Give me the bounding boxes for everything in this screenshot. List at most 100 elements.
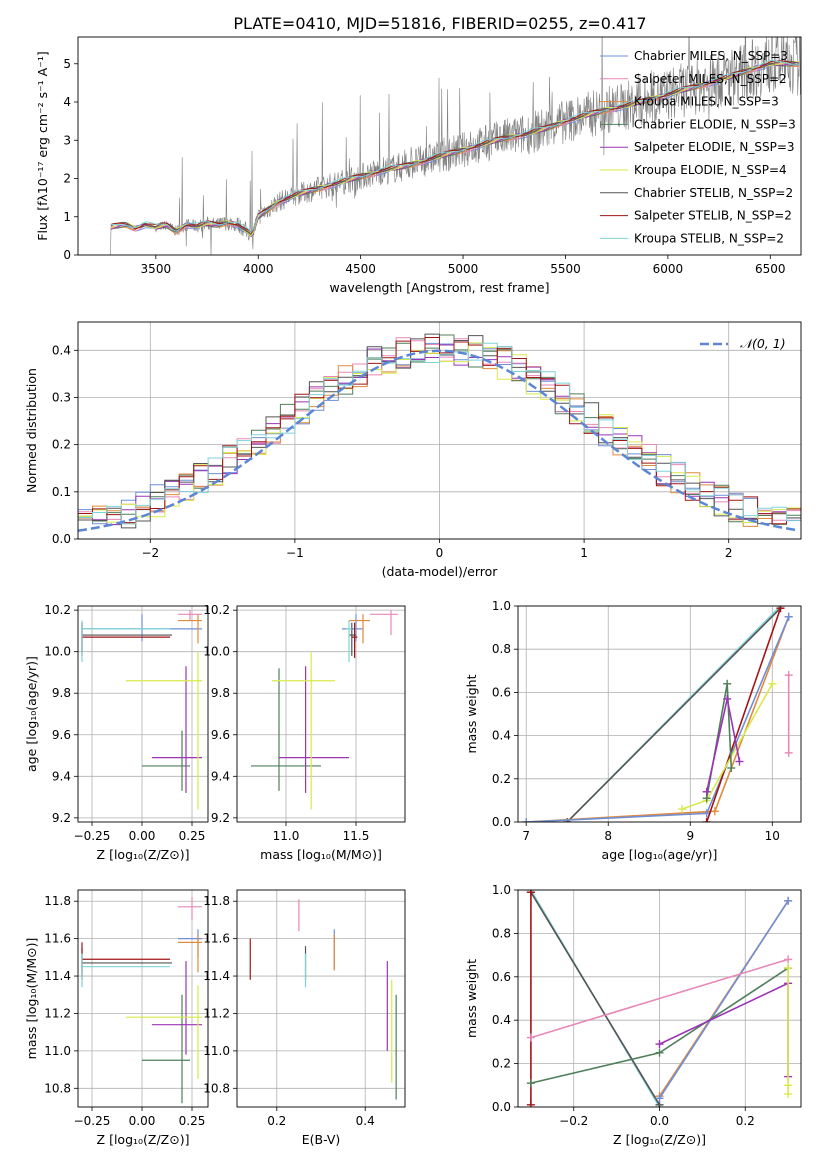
y-axis-label: mass [log₁₀(M/M⊙)] (24, 938, 39, 1060)
plot-area (108, 37, 801, 255)
legend-label-kroupa_stelib: Kroupa STELIB, N_SSP=2 (634, 231, 784, 245)
spectrum-model-line-salpeter_miles (110, 62, 800, 235)
legend-label-kroupa_elodie: Kroupa ELODIE, N_SSP=4 (634, 163, 787, 177)
y-tick-label: 10.0 (44, 645, 71, 659)
chart-age_vs_Z: −0.25 0.00 0.25 9.2 9.4 9.6 9.8 10.0 10.2 Z [log₁… (24, 603, 209, 862)
y-tick-label: 1 (63, 210, 71, 224)
y-tick-label: 1.0 (492, 883, 511, 897)
plot-area (526, 890, 793, 1107)
y-tick-label: 9.2 (52, 811, 71, 825)
y-tick-label: 10.2 (44, 603, 71, 617)
y-tick-label: 0.0 (492, 815, 511, 829)
plot-area (251, 610, 398, 810)
x-tick-label: 0.2 (736, 1114, 755, 1128)
plot-area (249, 899, 397, 1100)
chart-mass_vs_ebv: 0.2 0.4 10.8 11.0 11.2 11.4 11.6 11.8 E(B-V) (203, 889, 406, 1147)
x-axis-label: Z [log₁₀(Z/Z⊙)] (97, 1132, 190, 1147)
y-tick-label: 10.0 (203, 645, 230, 659)
y-axis-label: mass weight (464, 959, 479, 1038)
y-tick-label: 10.8 (44, 1081, 71, 1095)
y-tick-label: 11.4 (203, 969, 230, 983)
y-tick-label: 11.8 (203, 894, 230, 908)
mass-weight-line-chabrier_stelib (530, 891, 661, 1106)
x-tick-label: 0.25 (179, 829, 206, 843)
y-tick-label: 11.2 (44, 1006, 71, 1020)
x-tick-label: 4000 (243, 262, 274, 276)
y-tick-label: 0.1 (52, 485, 71, 499)
x-axis-label: age [log₁₀(age/yr)] (602, 847, 718, 862)
axes-frame (236, 889, 406, 1108)
y-tick-label: 9.6 (52, 728, 71, 742)
y-tick-label: 11.2 (203, 1006, 230, 1020)
mass-weight-line-chabrier_miles (658, 900, 789, 1099)
y-tick-label: 0.2 (52, 438, 71, 452)
chart-mass_weight_vs_age: 7 8 9 10 0.0 0.2 0.4 0.6 0.8 1.0 age [log₁₀(age/yr… (464, 599, 802, 862)
y-tick-label: 9.4 (52, 769, 71, 783)
x-tick-label: 0.2 (267, 1114, 286, 1128)
x-tick-label: 3500 (141, 262, 172, 276)
x-tick-label: 2 (725, 546, 733, 560)
chart-mass_vs_Z: −0.25 0.00 0.25 10.8 11.0 11.2 11.4 11.6 11.8 Z [… (24, 889, 209, 1147)
y-tick-label: 11.6 (203, 932, 230, 946)
x-tick-label: 7 (522, 829, 530, 843)
chart-age_vs_mass: 11.0 11.5 9.2 9.4 9.6 9.8 10.0 10.2 mass [log₁₀(… (203, 603, 406, 862)
x-tick-label: −0.2 (559, 1114, 588, 1128)
y-tick-label: 11.4 (44, 969, 71, 983)
y-tick-label: 11.0 (44, 1044, 71, 1058)
x-tick-label: 0 (436, 546, 444, 560)
y-tick-label: 1.0 (492, 599, 511, 613)
legend-label-chabrier_miles: Chabrier MILES, N_SSP=3 (634, 49, 788, 63)
x-tick-label: 8 (604, 829, 612, 843)
y-tick-label: 0.4 (52, 343, 71, 357)
mass-weight-line-salpeter_miles (530, 958, 789, 1039)
plot-area (81, 897, 202, 1104)
x-tick-label: 9 (686, 829, 694, 843)
y-tick-label: 2 (63, 172, 71, 186)
x-tick-label: 6000 (653, 262, 684, 276)
y-tick-label: 0.2 (492, 772, 511, 786)
y-tick-label: 0.4 (492, 1013, 511, 1027)
x-tick-label: 11.5 (343, 829, 370, 843)
x-tick-label: −2 (141, 546, 159, 560)
y-tick-label: 0.3 (52, 390, 71, 404)
y-tick-label: 9.8 (52, 686, 71, 700)
plot-area (522, 606, 793, 822)
x-axis-label: Z [log₁₀(Z/Z⊙)] (97, 847, 190, 862)
spectrum-model-line-kroupa_stelib (110, 59, 800, 233)
normal-distribution-curve (78, 349, 799, 532)
y-tick-label: 11.0 (203, 1044, 230, 1058)
y-axis-label: Flux [fλ10⁻¹⁷ erg cm⁻² s⁻¹ A⁻¹] (35, 51, 50, 240)
chart-residuals: −2 −1 0 1 2 0.0 0.1 0.2 0.3 0.4 (data-model)/error… (24, 321, 802, 579)
legend-label-salpeter_miles: Salpeter MILES, N_SSP=2 (634, 72, 787, 86)
y-tick-label: 9.2 (211, 811, 230, 825)
spectrum-model-line-salpeter_elodie (110, 61, 800, 238)
y-tick-label: 0.0 (52, 532, 71, 546)
y-tick-label: 10.2 (203, 603, 230, 617)
plot-area (78, 333, 801, 539)
residual-histogram-kroupa_stelib (78, 342, 801, 539)
mass-weight-line-kroupa_miles (526, 616, 790, 822)
y-tick-label: 10.8 (203, 1081, 230, 1095)
x-axis-label: Z [log₁₀(Z/Z⊙)] (613, 1132, 706, 1147)
y-tick-label: 0.0 (492, 1100, 511, 1114)
y-axis-label: age [log₁₀(age/yr)] (24, 656, 39, 772)
x-axis-label: wavelength [Angstrom, rest frame] (329, 280, 549, 295)
y-tick-label: 0.2 (492, 1057, 511, 1071)
x-tick-label: 0.0 (650, 1114, 669, 1128)
axes-frame (517, 605, 802, 823)
axes-frame (77, 36, 802, 256)
figure-title: PLATE=0410, MJD=51816, FIBERID=0255, z=0… (233, 14, 646, 33)
x-tick-label: 0.25 (179, 1114, 206, 1128)
legend-label-chabrier_elodie: Chabrier ELODIE, N_SSP=3 (634, 117, 796, 131)
legend-label-salpeter_elodie: Salpeter ELODIE, N_SSP=3 (634, 140, 795, 154)
x-axis-label: E(B-V) (302, 1132, 341, 1147)
spectrum-data-line (108, 37, 801, 255)
y-axis-label: Normed distribution (24, 368, 39, 493)
x-tick-label: −0.25 (74, 829, 111, 843)
x-tick-label: −0.25 (74, 1114, 111, 1128)
y-tick-label: 11.6 (44, 932, 71, 946)
y-tick-label: 0.8 (492, 642, 511, 656)
x-tick-label: 0.00 (129, 1114, 156, 1128)
x-tick-label: 5500 (550, 262, 581, 276)
legend-label-salpeter_stelib: Salpeter STELIB, N_SSP=2 (634, 209, 792, 223)
